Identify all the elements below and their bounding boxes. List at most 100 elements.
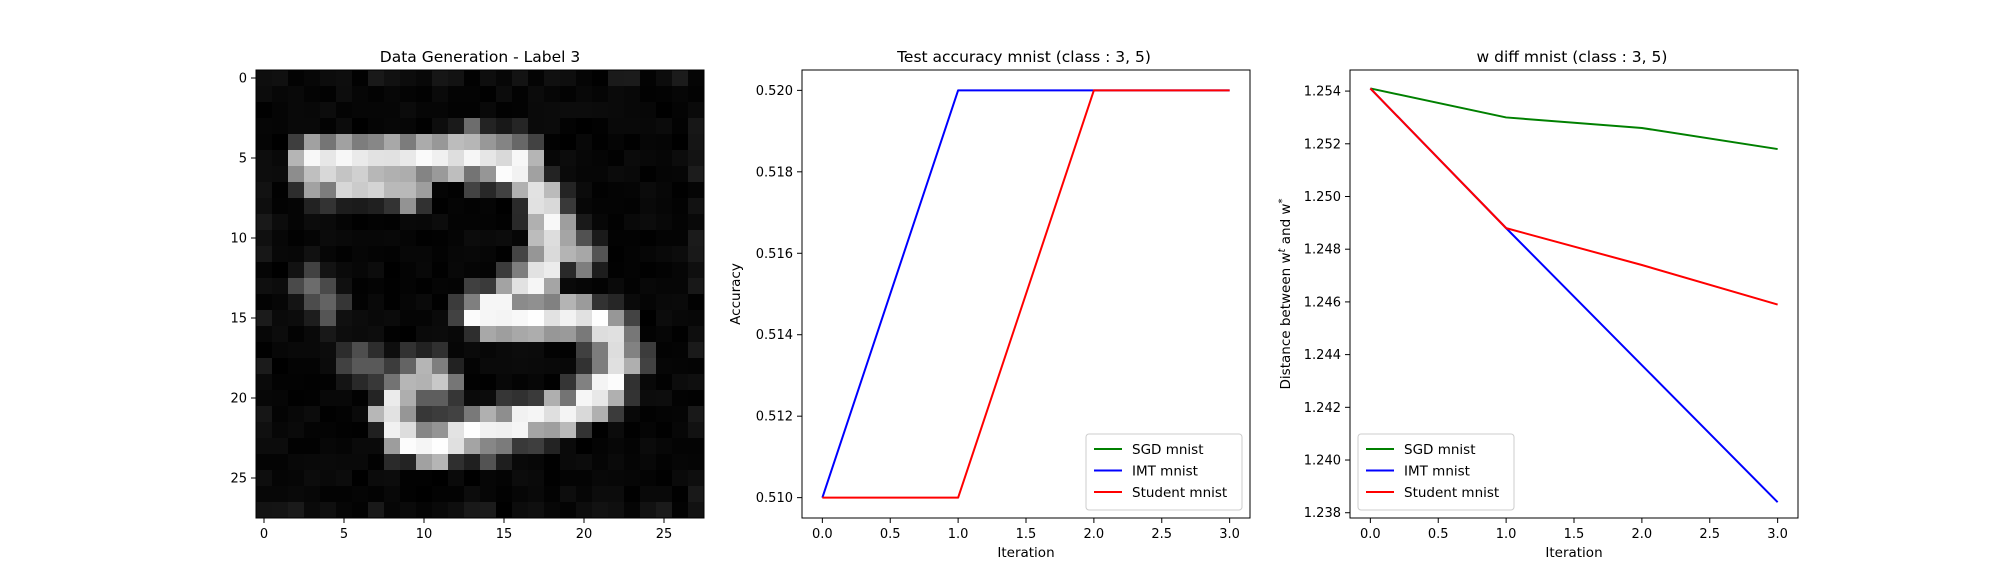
heatmap-cell bbox=[480, 342, 497, 359]
heatmap-cell bbox=[400, 166, 417, 183]
heatmap-cell bbox=[592, 390, 609, 407]
heatmap-cell bbox=[560, 230, 577, 247]
heatmap-cell bbox=[560, 86, 577, 103]
accuracy-x-tick-label: 1.0 bbox=[948, 527, 969, 542]
heatmap-cell bbox=[576, 86, 593, 103]
heatmap-cell bbox=[560, 422, 577, 439]
heatmap-cell bbox=[320, 486, 337, 503]
heatmap-cell bbox=[496, 182, 513, 199]
heatmap-cell bbox=[272, 134, 289, 151]
heatmap-cell bbox=[656, 118, 673, 135]
heatmap-cell bbox=[352, 214, 369, 231]
heatmap-cell bbox=[400, 470, 417, 487]
heatmap-cell bbox=[592, 470, 609, 487]
heatmap-cell bbox=[448, 102, 465, 119]
heatmap-cell bbox=[640, 182, 657, 199]
heatmap-cell bbox=[336, 278, 353, 295]
heatmap-cell bbox=[576, 166, 593, 183]
heatmap-cell bbox=[672, 150, 689, 167]
heatmap-cell bbox=[576, 326, 593, 343]
heatmap-cell bbox=[656, 390, 673, 407]
heatmap-cell bbox=[464, 166, 481, 183]
heatmap-cell bbox=[672, 326, 689, 343]
heatmap-cell bbox=[432, 374, 449, 391]
heatmap-cell bbox=[384, 198, 401, 215]
heatmap-cell bbox=[496, 230, 513, 247]
heatmap-cell bbox=[656, 182, 673, 199]
heatmap-cell bbox=[368, 246, 385, 263]
heatmap-cell bbox=[576, 278, 593, 295]
heatmap-cell bbox=[576, 406, 593, 423]
heatmap-cell bbox=[336, 310, 353, 327]
heatmap-cell bbox=[608, 374, 625, 391]
heatmap-cell bbox=[336, 358, 353, 375]
heatmap-x-tick-label: 0 bbox=[260, 527, 268, 542]
heatmap-cell bbox=[672, 70, 689, 87]
heatmap-cell bbox=[624, 406, 641, 423]
heatmap-cell bbox=[688, 486, 705, 503]
heatmap-cell bbox=[640, 150, 657, 167]
heatmap-cell bbox=[688, 470, 705, 487]
heatmap-cell bbox=[688, 374, 705, 391]
heatmap-cell bbox=[320, 102, 337, 119]
heatmap-cell bbox=[528, 358, 545, 375]
heatmap-cell bbox=[480, 310, 497, 327]
heatmap-cell bbox=[400, 198, 417, 215]
accuracy-lines bbox=[821, 89, 1230, 499]
wdiff-legend-label: Student mnist bbox=[1404, 485, 1499, 501]
wdiff-y-tick-label: 1.244 bbox=[1304, 348, 1341, 363]
heatmap-cell bbox=[336, 230, 353, 247]
heatmap-cell bbox=[608, 502, 625, 519]
heatmap-cell bbox=[528, 454, 545, 471]
heatmap-cell bbox=[400, 246, 417, 263]
heatmap-cell bbox=[352, 294, 369, 311]
heatmap-cell bbox=[576, 502, 593, 519]
heatmap-cell bbox=[560, 102, 577, 119]
heatmap-cell bbox=[384, 118, 401, 135]
heatmap-cell bbox=[656, 70, 673, 87]
heatmap-cell bbox=[576, 294, 593, 311]
heatmap-cell bbox=[640, 246, 657, 263]
heatmap-cell bbox=[384, 486, 401, 503]
heatmap-cell bbox=[288, 118, 305, 135]
heatmap-cell bbox=[304, 502, 321, 519]
heatmap-cell bbox=[512, 182, 529, 199]
heatmap-cell bbox=[400, 438, 417, 455]
accuracy-y-tick-label: 0.516 bbox=[756, 247, 793, 262]
heatmap-cell bbox=[528, 70, 545, 87]
heatmap-cell bbox=[592, 118, 609, 135]
heatmap-cell bbox=[544, 182, 561, 199]
heatmap-cell bbox=[512, 102, 529, 119]
heatmap-cell bbox=[608, 390, 625, 407]
heatmap-cell bbox=[256, 262, 273, 279]
heatmap-cell bbox=[352, 326, 369, 343]
heatmap-cell bbox=[544, 470, 561, 487]
heatmap-cell bbox=[304, 406, 321, 423]
heatmap-cell bbox=[464, 454, 481, 471]
heatmap-cell bbox=[384, 182, 401, 199]
heatmap-cell bbox=[304, 262, 321, 279]
heatmap-cell bbox=[368, 310, 385, 327]
heatmap-cell bbox=[464, 198, 481, 215]
accuracy-x-axis-label: Iteration bbox=[997, 545, 1054, 561]
heatmap-cell bbox=[512, 358, 529, 375]
heatmap-cell bbox=[336, 134, 353, 151]
heatmap-cell bbox=[624, 326, 641, 343]
heatmap-cell bbox=[496, 454, 513, 471]
heatmap-cell bbox=[656, 438, 673, 455]
heatmap-cell bbox=[304, 374, 321, 391]
heatmap-cell bbox=[592, 262, 609, 279]
heatmap-x-tick-label: 15 bbox=[496, 527, 513, 542]
heatmap-y-tick-label: 10 bbox=[230, 232, 247, 247]
heatmap-cell bbox=[336, 294, 353, 311]
heatmap-cell bbox=[400, 102, 417, 119]
accuracy-series-line-student-mnist bbox=[822, 89, 1230, 499]
heatmap-cell bbox=[288, 374, 305, 391]
heatmap-cell bbox=[352, 102, 369, 119]
heatmap-cell bbox=[656, 326, 673, 343]
heatmap-cell bbox=[496, 326, 513, 343]
heatmap-cell bbox=[464, 246, 481, 263]
heatmap-cell bbox=[576, 374, 593, 391]
heatmap-cell bbox=[320, 278, 337, 295]
heatmap-cell bbox=[384, 150, 401, 167]
